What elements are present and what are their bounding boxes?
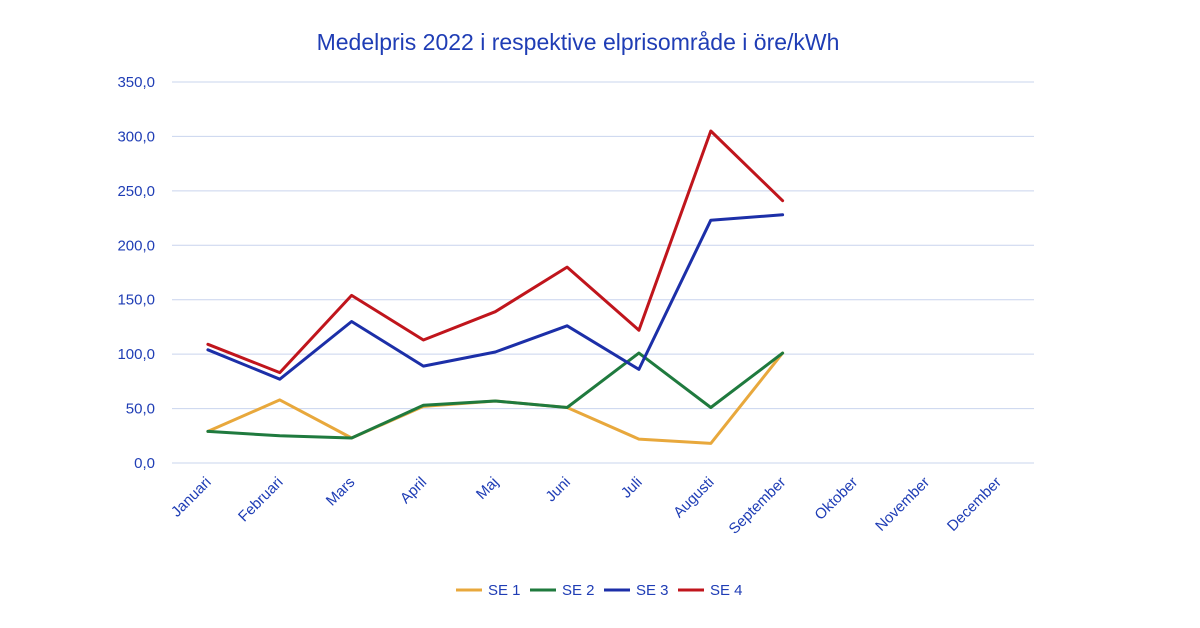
x-tick-label: Oktober (811, 474, 861, 524)
x-tick-label: Juli (618, 474, 646, 502)
y-tick-label: 200,0 (117, 237, 155, 254)
grid (172, 81, 1034, 464)
y-tick-label: 50,0 (126, 401, 155, 418)
x-tick-label: December (944, 474, 1005, 535)
x-tick-label: September (726, 474, 790, 538)
x-tick-label: November (872, 474, 933, 535)
series-line-se4 (206, 129, 785, 375)
legend: SE 1 SE 2 SE 3 SE 4 (456, 582, 743, 599)
legend-label: SE 2 (562, 582, 595, 599)
y-tick-label: 100,0 (117, 346, 155, 363)
series-line-se3 (206, 213, 785, 381)
x-tick-label: April (397, 474, 430, 507)
y-tick-label: 300,0 (117, 128, 155, 145)
y-tick-label: 350,0 (117, 74, 155, 91)
y-axis: 0,0 50,0 100,0 150,0 200,0 250,0 300,0 350,0 (117, 74, 155, 472)
series-lines (206, 129, 785, 445)
x-tick-label: Februari (235, 474, 287, 526)
x-tick-label: Mars (323, 474, 359, 510)
legend-label: SE 4 (710, 582, 743, 599)
chart-title: Medelpris 2022 i respektive elprisområde… (317, 29, 840, 55)
x-axis: Januari Februari Mars April Maj Juni Juli Augus… (168, 474, 1005, 538)
y-tick-label: 150,0 (117, 292, 155, 309)
legend-label: SE 1 (488, 582, 521, 599)
series-line-se2 (206, 351, 785, 440)
x-tick-label: Juni (542, 474, 573, 505)
x-tick-label: Maj (473, 474, 502, 503)
x-tick-label: Januari (168, 474, 215, 521)
y-tick-label: 250,0 (117, 183, 155, 200)
y-tick-label: 0,0 (134, 455, 155, 472)
x-tick-label: Augusti (670, 474, 717, 521)
legend-label: SE 3 (636, 582, 669, 599)
